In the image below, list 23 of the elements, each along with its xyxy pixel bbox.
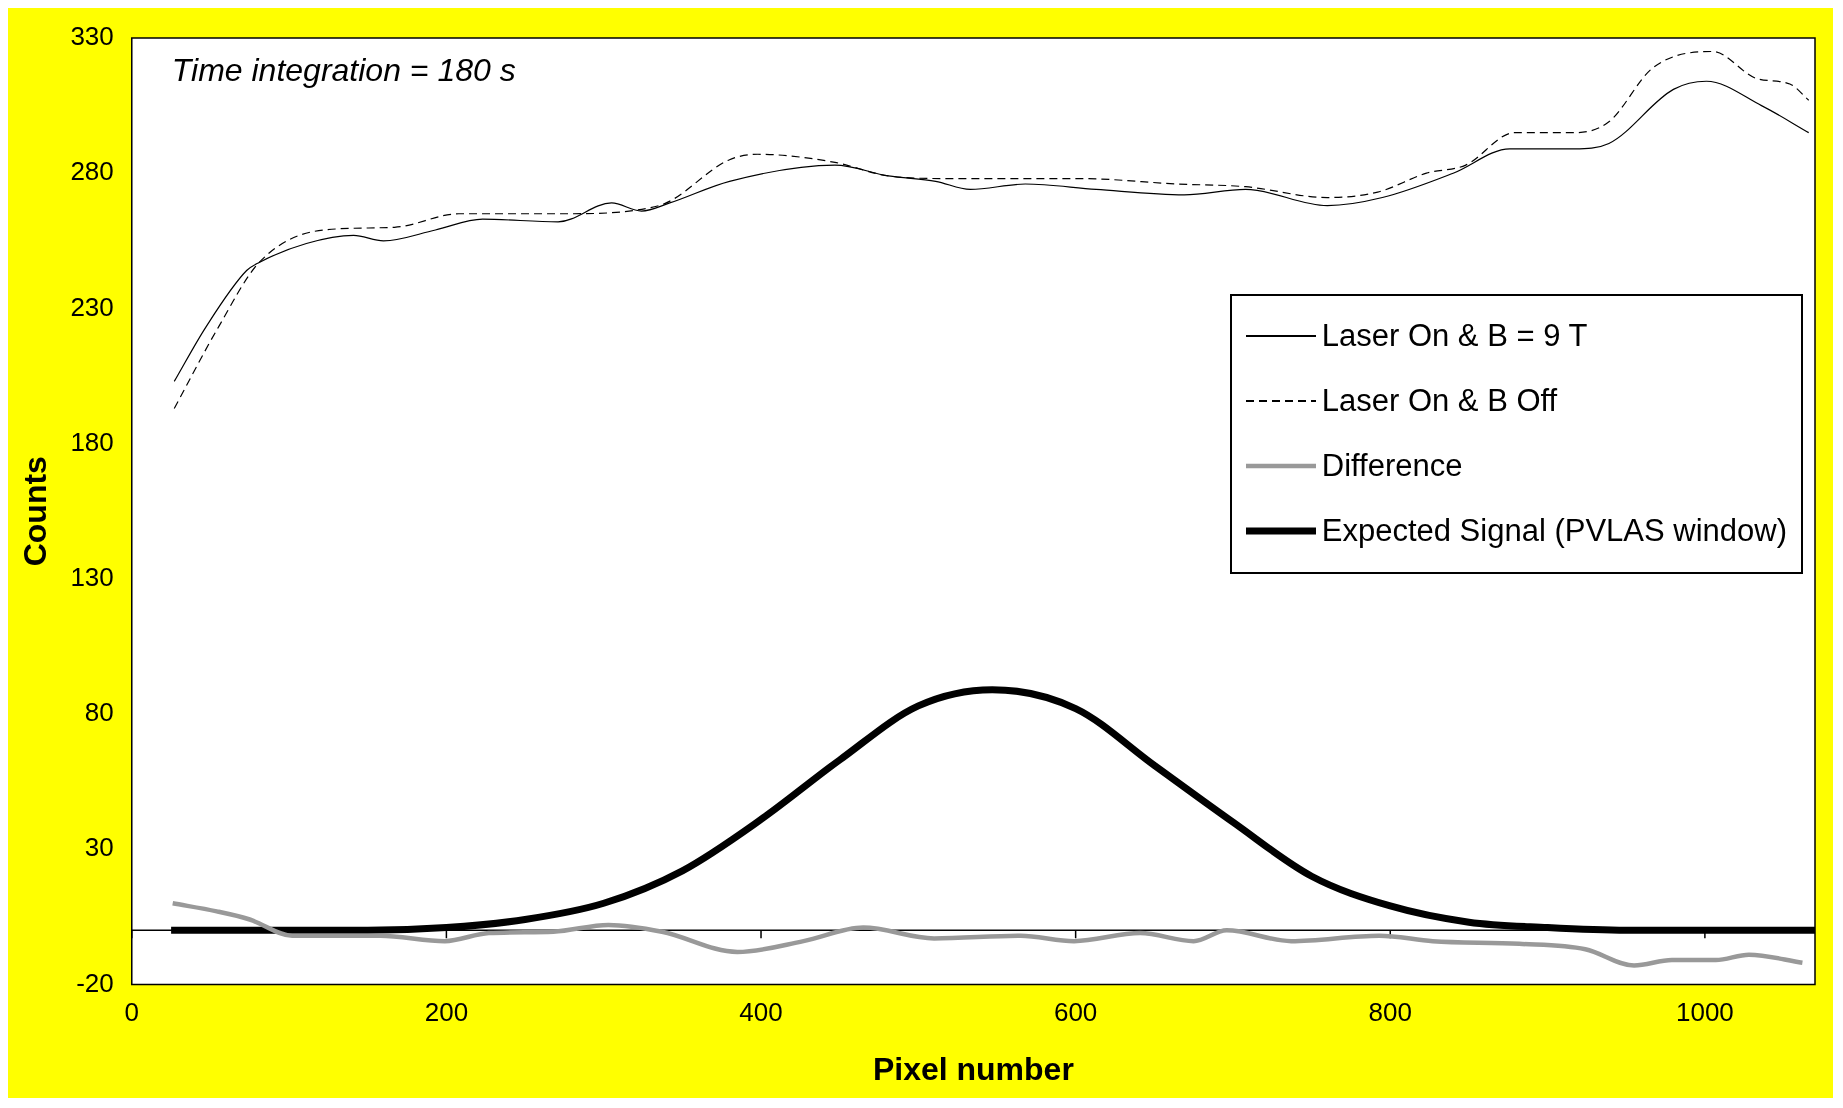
y-tick-label: 180 (70, 426, 114, 457)
line-series (173, 50, 1810, 410)
legend-label: Laser On & B Off (1321, 383, 1558, 420)
x-tick-label: 800 (1368, 997, 1412, 1028)
y-tick-label: 230 (70, 291, 114, 322)
y-tick-label: -20 (76, 967, 114, 998)
x-tick-label: 600 (1053, 997, 1098, 1028)
x-tick-label: 0 (124, 997, 140, 1028)
annotation: Time integration = 180 s (171, 51, 516, 88)
y-tick-label: 280 (70, 156, 114, 187)
x-tick-label: 400 (739, 997, 783, 1028)
x-tick-label: 1000 (1675, 997, 1734, 1028)
legend-label: Laser On & B = 9 T (1321, 318, 1588, 355)
y-tick-label: 330 (70, 21, 114, 52)
x-tick-label: 200 (424, 997, 469, 1028)
y-tick-label: 80 (84, 697, 114, 728)
legend-label: Difference (1321, 448, 1463, 485)
legend-label: Expected Signal (PVLAS window) (1321, 513, 1787, 550)
y-tick-label: 130 (70, 561, 114, 592)
y-axis-title: Counts (17, 456, 54, 567)
x-axis-title: Pixel number (872, 1050, 1074, 1087)
y-tick-label: 30 (84, 832, 114, 863)
line-series (170, 901, 1805, 968)
